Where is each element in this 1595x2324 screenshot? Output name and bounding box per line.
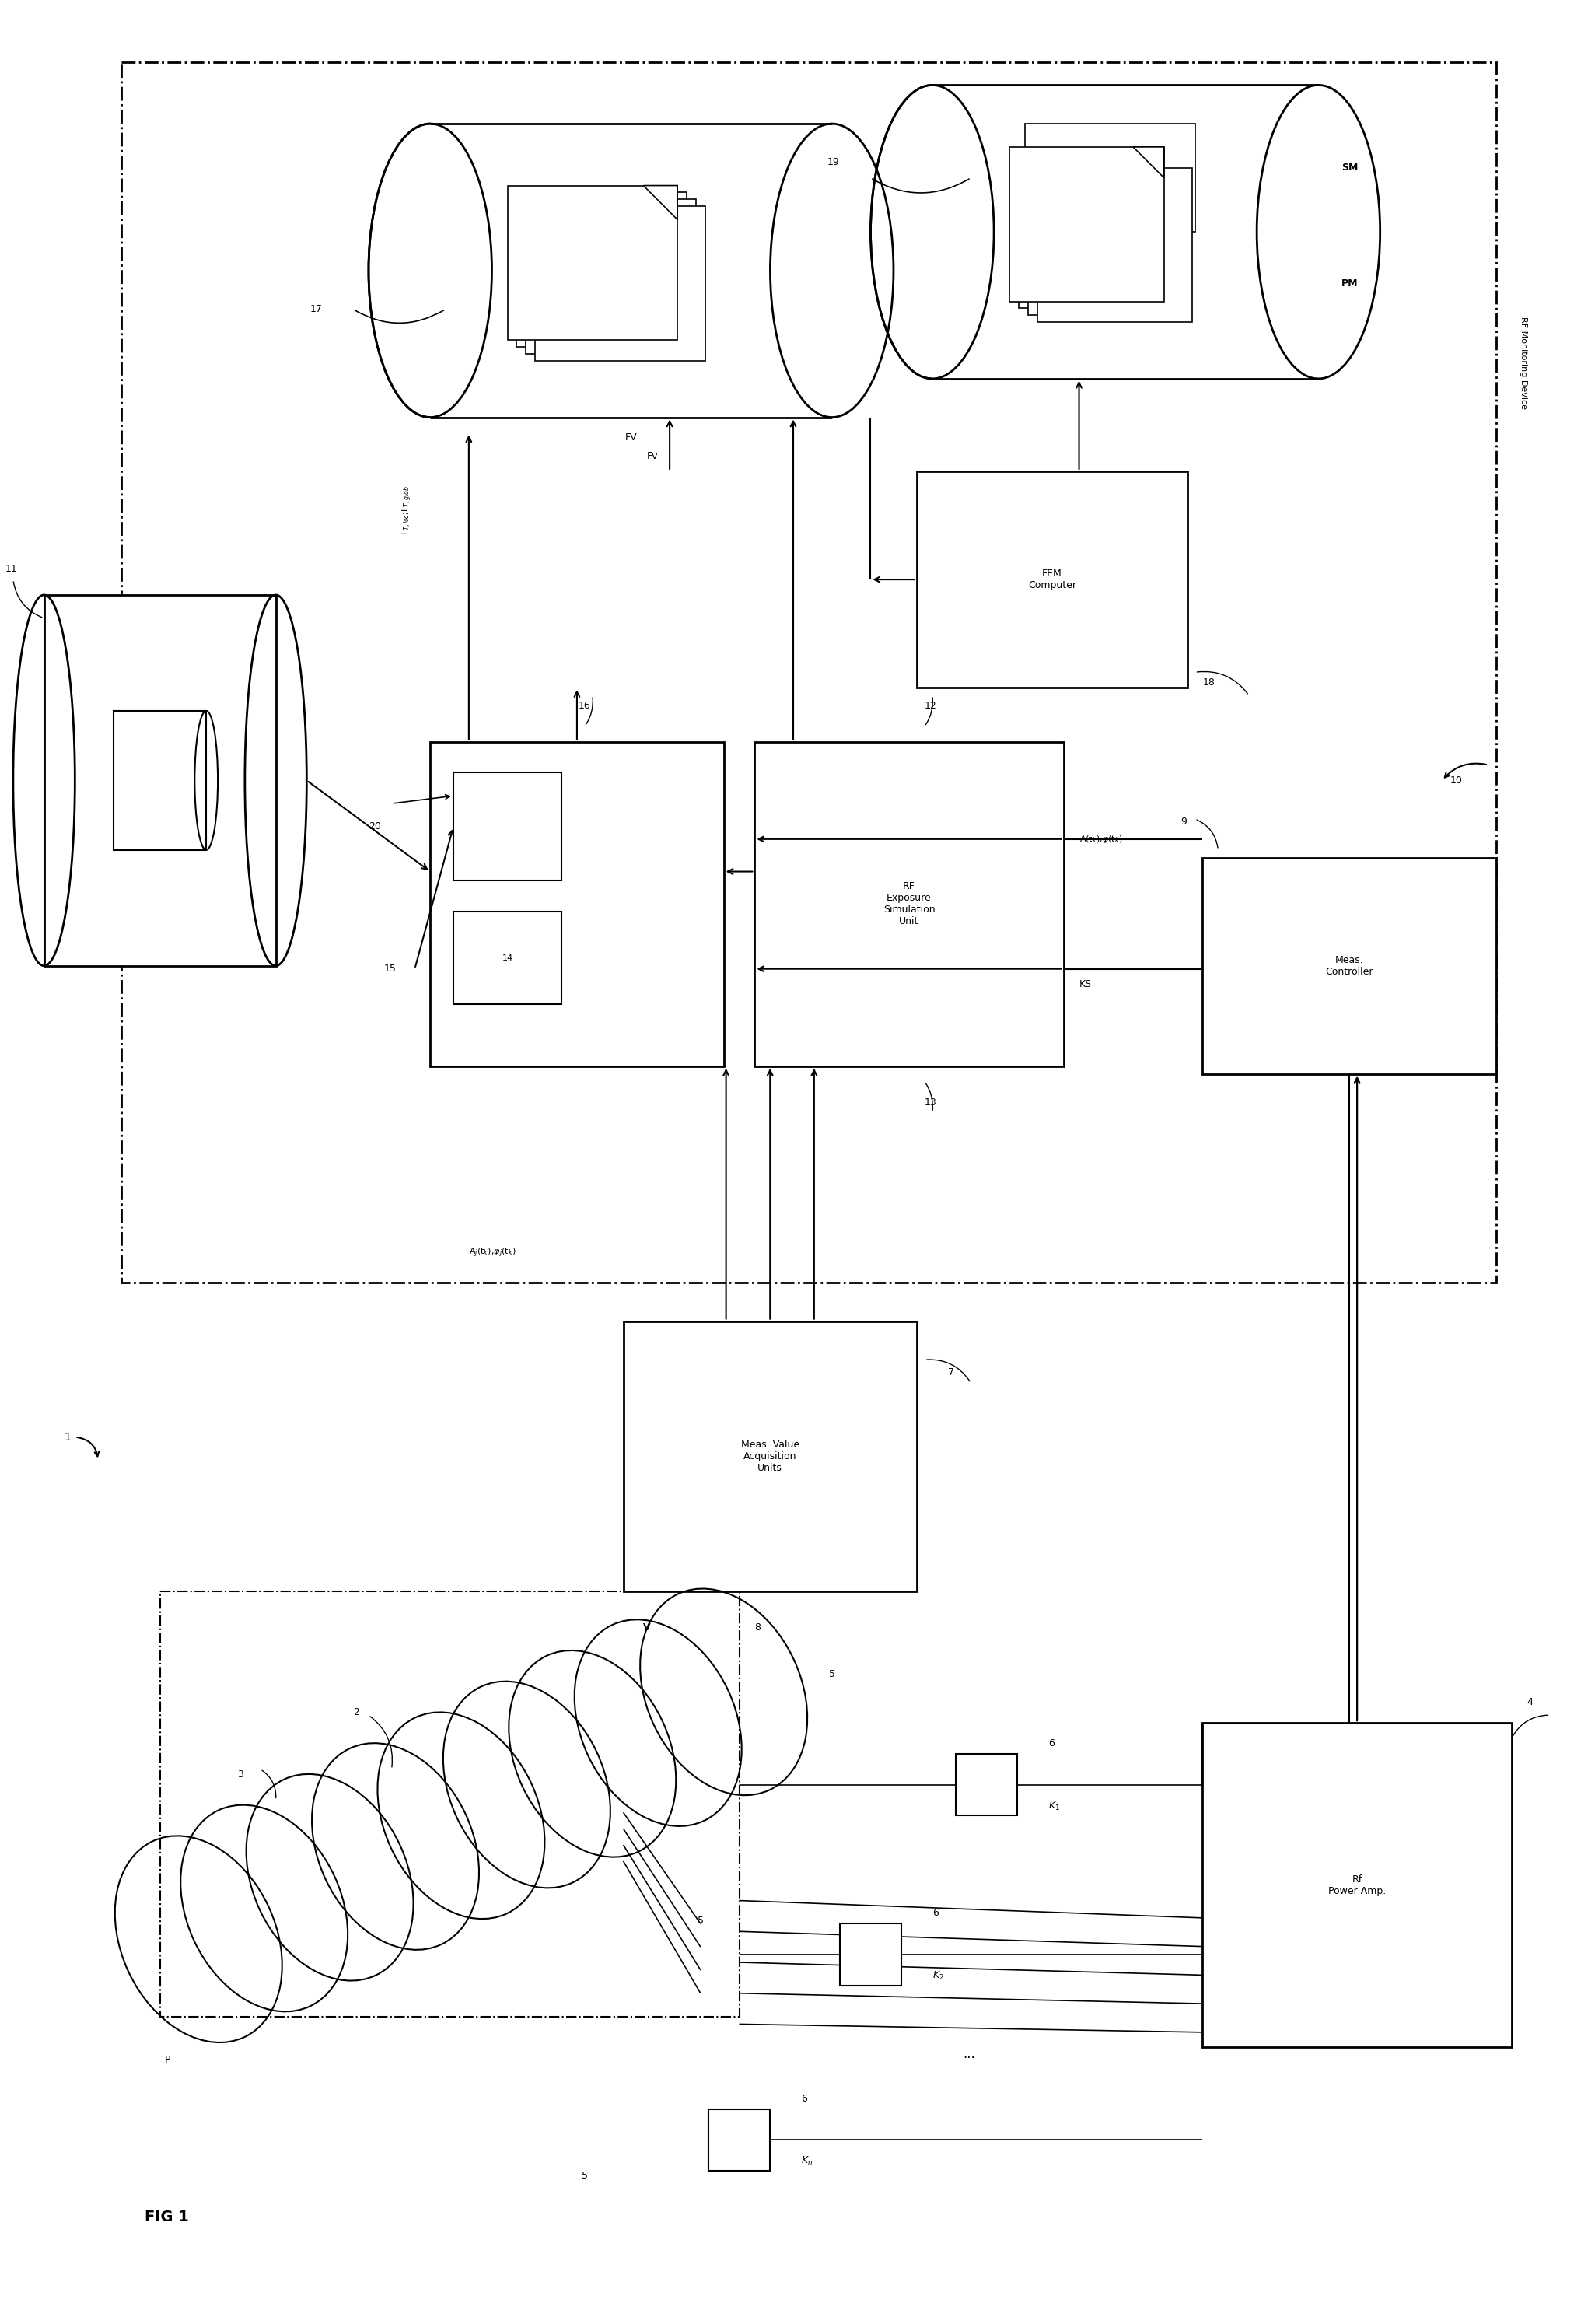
Text: Meas.
Controller: Meas. Controller <box>1325 955 1373 976</box>
Text: PM: PM <box>1341 279 1359 288</box>
Text: K$_2$: K$_2$ <box>933 1971 944 1982</box>
Text: 19: 19 <box>828 158 839 167</box>
Text: 10: 10 <box>1450 776 1463 786</box>
Text: KS: KS <box>1080 978 1091 990</box>
Bar <box>624 1320 917 1592</box>
Text: 15: 15 <box>384 964 396 974</box>
Text: K$_1$: K$_1$ <box>1048 1801 1059 1813</box>
Text: 3: 3 <box>238 1769 244 1780</box>
Text: K$_n$: K$_n$ <box>801 2154 813 2168</box>
Text: 13: 13 <box>925 1097 936 1106</box>
Text: RF Monitoring Device: RF Monitoring Device <box>1520 316 1526 409</box>
Text: 6: 6 <box>1048 1738 1054 1748</box>
Text: A$_j$(t$_k$),$\varphi_j$(t$_k$): A$_j$(t$_k$),$\varphi_j$(t$_k$) <box>469 1246 515 1260</box>
Text: FIG 1: FIG 1 <box>145 2210 188 2224</box>
Bar <box>121 63 1496 1283</box>
Text: 9: 9 <box>1180 816 1187 827</box>
Polygon shape <box>643 186 678 218</box>
Text: FEM
Computer: FEM Computer <box>1027 569 1077 590</box>
Bar <box>754 741 1064 1067</box>
Bar <box>1037 167 1191 323</box>
Text: Meas. Value
Acquisition
Units: Meas. Value Acquisition Units <box>740 1439 799 1473</box>
Text: RF
Exposure
Simulation
Unit: RF Exposure Simulation Unit <box>884 881 935 927</box>
Text: 18: 18 <box>1203 679 1215 688</box>
Text: 5: 5 <box>697 1915 703 1927</box>
Text: 5: 5 <box>829 1669 836 1678</box>
Text: 6: 6 <box>933 1908 938 1917</box>
Text: 20: 20 <box>368 823 381 832</box>
Bar <box>1010 146 1164 302</box>
Bar <box>517 193 687 346</box>
Bar <box>431 741 724 1067</box>
Text: 5: 5 <box>582 2171 589 2180</box>
Bar <box>453 911 561 1004</box>
Text: 14: 14 <box>502 955 514 962</box>
Bar <box>1029 160 1182 316</box>
Text: 2: 2 <box>352 1708 359 1717</box>
Text: 4: 4 <box>1526 1697 1533 1708</box>
Text: 11: 11 <box>5 565 18 574</box>
Bar <box>526 200 695 353</box>
Bar <box>1203 858 1496 1074</box>
Text: FV: FV <box>625 432 636 444</box>
Text: 6: 6 <box>801 2094 807 2103</box>
Bar <box>708 2110 770 2171</box>
Bar <box>160 1592 738 2017</box>
Text: 16: 16 <box>579 702 590 711</box>
Text: 7: 7 <box>947 1367 954 1378</box>
Text: 17: 17 <box>309 304 322 314</box>
Text: 8: 8 <box>754 1622 761 1631</box>
Text: ...: ... <box>963 2047 976 2061</box>
Bar <box>507 186 678 339</box>
Bar <box>453 772 561 881</box>
Text: Fv: Fv <box>646 451 657 460</box>
Bar <box>113 711 206 851</box>
Text: SM: SM <box>1341 163 1359 172</box>
Bar <box>1019 153 1174 309</box>
Text: A(t$_k$),$\varphi$(t$_k$): A(t$_k$),$\varphi$(t$_k$) <box>1080 834 1123 844</box>
Bar <box>955 1755 1018 1815</box>
Bar <box>917 472 1187 688</box>
Text: V: V <box>643 1622 651 1631</box>
Bar <box>536 207 705 360</box>
Bar <box>1026 123 1195 232</box>
Text: L$_{T,loc}$;L$_{T,glob}$: L$_{T,loc}$;L$_{T,glob}$ <box>400 486 413 535</box>
Text: 1: 1 <box>64 1432 70 1443</box>
Text: P: P <box>164 2054 171 2066</box>
Bar <box>1203 1722 1512 2047</box>
Bar <box>45 595 276 967</box>
Text: Rf
Power Amp.: Rf Power Amp. <box>1329 1873 1386 1896</box>
Polygon shape <box>1132 146 1164 179</box>
Bar <box>839 1924 901 1985</box>
Text: 12: 12 <box>925 702 936 711</box>
